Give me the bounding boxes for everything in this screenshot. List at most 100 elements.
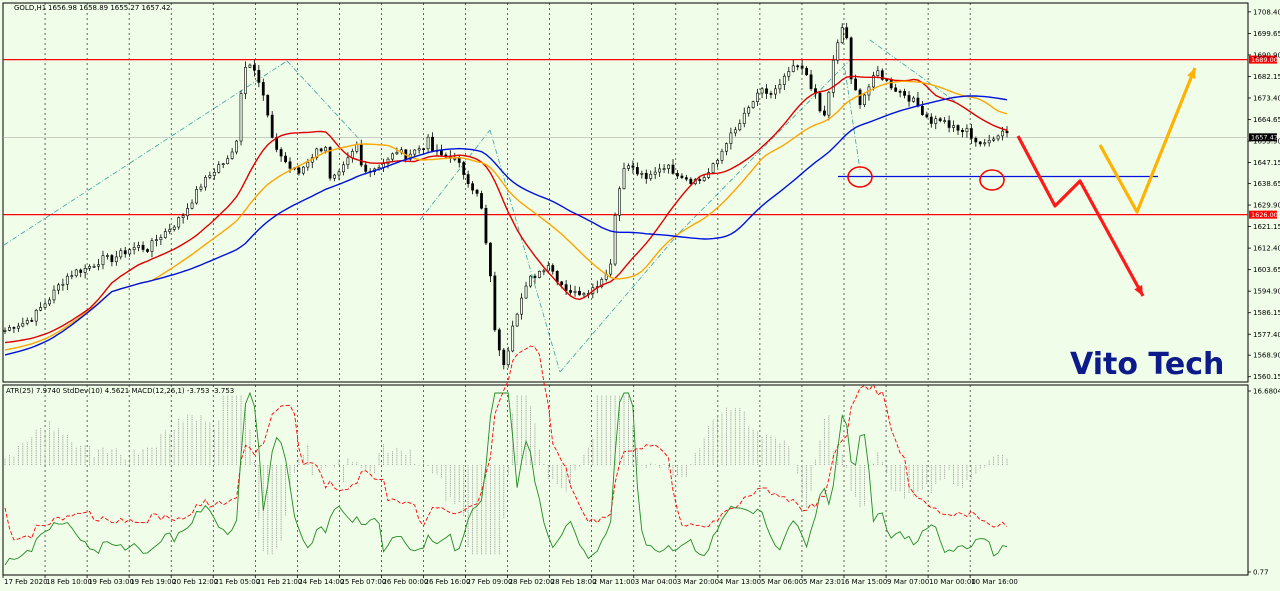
candle-body (871, 75, 875, 88)
candle-body (132, 247, 136, 251)
candle-body (359, 144, 363, 166)
x-tick-label: 28 Feb 02:00 (509, 578, 555, 586)
level-tag (1249, 55, 1277, 64)
candle-body (769, 93, 773, 95)
candle-body (805, 67, 809, 76)
y-tick-label: 1577.40 (1253, 331, 1280, 339)
candle-body (774, 88, 777, 95)
main-panel[interactable] (2, 2, 1249, 383)
candle-body (83, 268, 87, 273)
x-tick-label: 10 Mar 00:00 (929, 578, 976, 586)
candle-body (573, 290, 577, 293)
candle-body (684, 177, 688, 180)
candle-body (110, 255, 114, 263)
forecast-arrow-red (1016, 135, 1145, 297)
candle-body (662, 168, 666, 170)
x-tick-label: 18 Feb 10:00 (46, 578, 92, 586)
y-tick-label: 1664.65 (1253, 116, 1280, 124)
candle-body (889, 80, 893, 89)
candle-body (34, 309, 38, 322)
candle-body (70, 275, 74, 277)
candle-body (836, 42, 840, 61)
x-tick-label: 20 Feb 12:00 (172, 578, 218, 586)
candle-body (489, 242, 492, 277)
y-tick-label: 1682.15 (1253, 73, 1280, 81)
candle-body (297, 167, 301, 174)
x-tick-label: 5 Mar 06:00 (761, 578, 803, 586)
level-tag-label: 1689.00 (1251, 56, 1278, 64)
candle-body (747, 107, 751, 114)
candle-body (569, 290, 572, 293)
candle-body (943, 120, 947, 122)
current-price-label: 1657.42 (1251, 134, 1278, 142)
candle-body (417, 148, 421, 151)
candle-body (497, 329, 501, 351)
candle-body (212, 171, 216, 176)
current-price-tag (1249, 133, 1277, 142)
candle-body (315, 148, 319, 158)
candle-body (854, 78, 857, 91)
candle-body (609, 263, 613, 275)
candle-body (1001, 130, 1004, 137)
candle-body (845, 27, 849, 39)
candle-body (506, 350, 510, 366)
forecast-arrow-orange (1098, 67, 1197, 214)
candle-body (25, 320, 29, 324)
candle-body (61, 283, 65, 286)
candle-body (453, 158, 457, 160)
candle-body (177, 217, 181, 228)
candle-body (74, 269, 78, 276)
candle-body (653, 171, 657, 175)
candle-body (791, 65, 795, 72)
y-tick-label: 1708.40 (1253, 8, 1280, 16)
candle-body (114, 256, 118, 263)
moving-averages (4, 75, 1008, 356)
stddev-line (4, 391, 1008, 566)
highlight-circle (847, 166, 873, 188)
candle-body (756, 92, 760, 103)
ind-y-tick-label: 0.77 (1253, 569, 1269, 577)
candle-body (640, 173, 644, 175)
candlesticks (3, 22, 1009, 370)
candle-body (987, 140, 991, 144)
y-tick-label: 1699.65 (1253, 30, 1280, 38)
candle-body (831, 59, 835, 93)
candle-body (471, 183, 475, 191)
y-tick-label: 1638.65 (1253, 180, 1280, 188)
candle-body (324, 147, 328, 152)
ind-y-tick-label: 16.6804 (1253, 388, 1280, 396)
candle-body (355, 144, 359, 152)
candle-body (279, 149, 283, 157)
indicator-panel[interactable] (2, 384, 1249, 576)
candle-body (328, 147, 332, 179)
candle-body (480, 193, 483, 209)
candle-body (16, 325, 20, 329)
candle-body (48, 299, 51, 305)
indicator-axis: 16.6804 0.77 (1248, 388, 1280, 577)
y-tick-label: 1560.15 (1253, 373, 1280, 381)
channel-line (869, 39, 961, 106)
candle-body (840, 27, 844, 44)
candle-body (676, 173, 679, 177)
candle-body (155, 239, 158, 241)
candle-body (880, 70, 884, 80)
candle-body (101, 255, 105, 266)
candle-body (996, 135, 1000, 140)
x-tick-label: 27 Feb 09:00 (467, 578, 513, 586)
candle-body (635, 167, 639, 175)
candle-body (257, 70, 261, 83)
candle-body (217, 164, 221, 173)
candle-body (172, 226, 176, 230)
candle-body (965, 128, 969, 133)
y-tick-label: 1621.15 (1253, 223, 1280, 231)
candle-body (364, 164, 368, 172)
candle-body (137, 245, 141, 248)
candle-body (778, 84, 782, 90)
candle-body (925, 114, 929, 118)
atr-line (4, 345, 1008, 541)
x-tick-label: 19 Feb 19:00 (130, 578, 176, 586)
candle-body (106, 255, 109, 257)
candle-body (515, 313, 519, 327)
candle-body (537, 270, 541, 278)
